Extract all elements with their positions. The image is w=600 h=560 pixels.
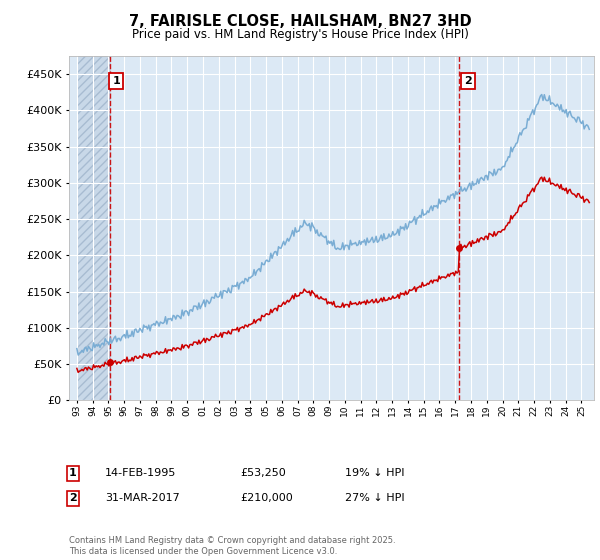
- Text: 27% ↓ HPI: 27% ↓ HPI: [345, 493, 404, 503]
- Text: 7, FAIRISLE CLOSE, HAILSHAM, BN27 3HD: 7, FAIRISLE CLOSE, HAILSHAM, BN27 3HD: [128, 14, 472, 29]
- Text: 31-MAR-2017: 31-MAR-2017: [105, 493, 180, 503]
- Text: Contains HM Land Registry data © Crown copyright and database right 2025.
This d: Contains HM Land Registry data © Crown c…: [69, 536, 395, 556]
- Text: 2: 2: [69, 493, 77, 503]
- Bar: [77, 56, 110, 400]
- Bar: [77, 56, 110, 400]
- Text: 1: 1: [69, 468, 77, 478]
- Text: 1: 1: [112, 76, 120, 86]
- Text: Price paid vs. HM Land Registry's House Price Index (HPI): Price paid vs. HM Land Registry's House …: [131, 28, 469, 41]
- Text: £210,000: £210,000: [240, 493, 293, 503]
- Text: 2: 2: [464, 76, 472, 86]
- Text: 19% ↓ HPI: 19% ↓ HPI: [345, 468, 404, 478]
- Text: 14-FEB-1995: 14-FEB-1995: [105, 468, 176, 478]
- Text: £53,250: £53,250: [240, 468, 286, 478]
